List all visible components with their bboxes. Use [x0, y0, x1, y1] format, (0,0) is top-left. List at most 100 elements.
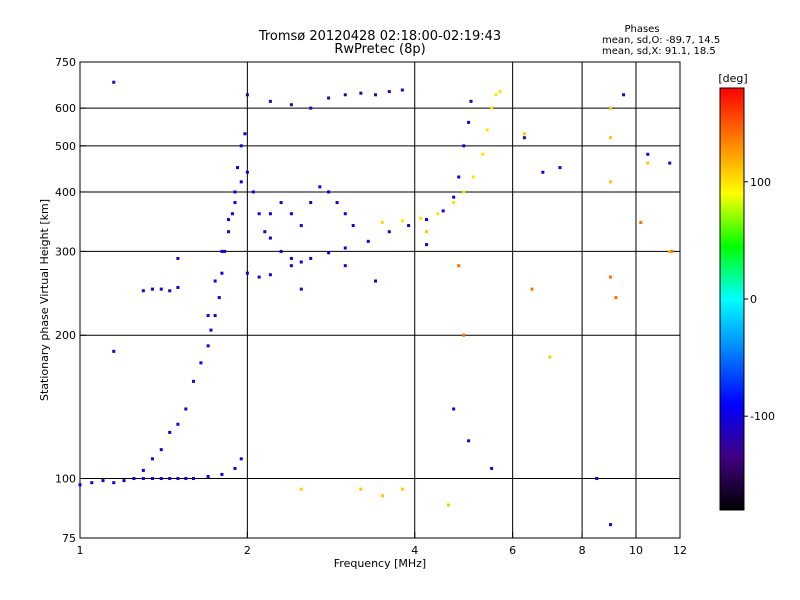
data-point — [159, 477, 163, 481]
trace-1 — [141, 132, 247, 472]
data-point — [257, 212, 261, 216]
data-point — [436, 212, 440, 216]
data-point — [176, 285, 180, 289]
data-point — [419, 216, 423, 220]
data-point — [457, 264, 461, 268]
data-point — [168, 430, 172, 434]
data-point — [343, 212, 347, 216]
data-point — [541, 170, 545, 174]
plot-area — [79, 61, 681, 539]
data-point — [646, 152, 650, 156]
data-point — [168, 289, 172, 293]
data-point — [467, 439, 471, 443]
data-point — [609, 180, 613, 184]
data-point — [191, 477, 195, 481]
data-point — [467, 120, 471, 124]
trace-5 — [141, 285, 180, 293]
data-point — [223, 249, 227, 253]
data-point — [206, 344, 210, 348]
data-point — [279, 249, 283, 253]
data-point — [609, 106, 613, 110]
data-point — [498, 90, 502, 94]
data-point — [213, 279, 217, 283]
x-axis-label: Frequency [MHz] — [334, 557, 426, 570]
data-point — [206, 474, 210, 478]
trace-2 — [206, 170, 303, 318]
data-point — [184, 477, 188, 481]
trace-8 — [112, 80, 672, 527]
grid — [80, 62, 680, 538]
colorbar-tick-label: 0 — [750, 293, 757, 306]
chart-subtitle: RwPretec (8p) — [334, 42, 425, 57]
data-point — [530, 287, 534, 291]
data-point — [132, 477, 136, 481]
data-point — [494, 93, 498, 97]
data-point — [191, 379, 195, 383]
data-point — [150, 457, 154, 461]
data-point — [446, 503, 450, 507]
data-point — [299, 487, 303, 491]
data-point — [176, 256, 180, 260]
data-point — [400, 219, 404, 223]
data-point — [245, 93, 249, 97]
data-points — [78, 80, 674, 527]
data-point — [199, 361, 203, 365]
data-point — [452, 407, 456, 411]
data-point — [309, 201, 313, 205]
plot-frame — [79, 61, 681, 539]
data-point — [622, 93, 626, 97]
data-point — [141, 468, 145, 472]
x-tick-label: 10 — [629, 544, 643, 557]
trace-9 — [299, 106, 672, 507]
data-point — [122, 479, 126, 483]
data-point — [668, 161, 672, 165]
y-tick-label: 100 — [55, 473, 76, 486]
legend-title: Phases — [624, 24, 659, 35]
data-point — [289, 264, 293, 268]
legend-line-x: mean, sd,X: 91.1, 18.5 — [602, 46, 716, 57]
data-point — [609, 275, 613, 279]
data-point — [387, 230, 391, 234]
data-point — [327, 96, 331, 100]
data-point — [268, 212, 272, 216]
colorbar-label: [deg] — [718, 72, 747, 85]
trace-4 — [268, 185, 355, 228]
data-point — [380, 221, 384, 225]
data-point — [209, 328, 213, 332]
data-point — [646, 161, 650, 165]
data-point — [159, 287, 163, 291]
data-point — [289, 212, 293, 216]
data-point — [239, 180, 243, 184]
data-point — [206, 314, 210, 318]
trace-0 — [78, 457, 243, 487]
x-tick-label: 2 — [244, 544, 251, 557]
data-point — [481, 152, 485, 156]
data-point — [141, 289, 145, 293]
data-point — [548, 355, 552, 359]
data-point — [425, 243, 429, 247]
data-point — [236, 166, 240, 170]
data-point — [243, 132, 247, 136]
data-point — [639, 221, 643, 225]
trace-6 — [245, 88, 404, 110]
data-point — [78, 483, 82, 487]
data-point — [462, 333, 466, 337]
data-point — [668, 249, 672, 253]
chart-title: Tromsø 20120428 02:18:00-02:19:43 — [258, 29, 501, 44]
y-tick-label: 600 — [55, 102, 76, 115]
data-point — [400, 88, 404, 92]
data-point — [220, 249, 224, 253]
data-point — [227, 218, 231, 222]
data-point — [366, 239, 370, 243]
data-point — [289, 103, 293, 107]
y-tick-label: 300 — [55, 245, 76, 258]
data-point — [141, 477, 145, 481]
data-point — [220, 472, 224, 476]
data-point — [268, 236, 272, 240]
data-point — [462, 190, 466, 194]
data-point — [220, 271, 224, 275]
data-point — [373, 279, 377, 283]
data-point — [343, 264, 347, 268]
data-point — [213, 314, 217, 318]
